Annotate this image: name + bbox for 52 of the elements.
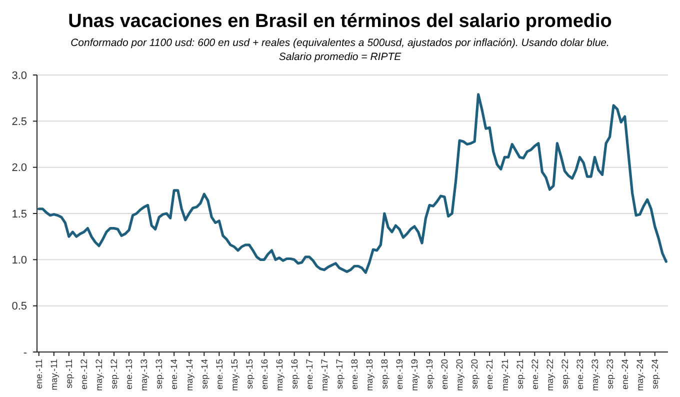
x-tick-label: may.-18 xyxy=(364,359,375,391)
x-tick-label: ene.-12 xyxy=(79,359,90,390)
x-tick-label: ene.-11 xyxy=(34,359,44,389)
x-tick-label: sep.-19 xyxy=(424,359,435,390)
x-tick-label: may.-22 xyxy=(544,359,555,391)
x-tick-label: may.-24 xyxy=(634,359,645,391)
x-tick-label: may.-20 xyxy=(454,359,465,391)
y-tick-label: 1.5 xyxy=(12,208,27,220)
x-tick-label: may.-23 xyxy=(590,359,600,391)
x-tick-label: ene.-14 xyxy=(169,359,180,390)
x-tick-label: ene.-24 xyxy=(620,359,630,390)
x-tick-label: ene.-15 xyxy=(214,359,224,390)
chart-subtitle: Conformado por 1100 usd: 600 en usd + reales (equivalentes a 500usd, ajustados por inflación). Usando dolar blue. Salario promedio = RIPTE xyxy=(70,37,610,63)
x-tick-label: ene.-21 xyxy=(484,359,495,390)
line-series xyxy=(38,93,668,274)
x-tick-label: may.-14 xyxy=(184,359,194,391)
y-tick-label: 2.0 xyxy=(12,162,27,174)
x-tick-label: sep.-16 xyxy=(289,359,300,390)
x-tick-label: ene.-23 xyxy=(574,359,585,390)
x-tick-label: ene.-17 xyxy=(304,359,314,390)
y-tick-label: 1.0 xyxy=(12,254,27,267)
x-tick-label: may.-19 xyxy=(410,359,420,391)
x-tick-label: ene.-13 xyxy=(124,359,134,390)
x-tick-label: may.-16 xyxy=(274,359,284,391)
x-tick-label: sep.-15 xyxy=(244,359,254,390)
x-tick-label: sep.-22 xyxy=(560,359,570,390)
x-tick-label: may.-13 xyxy=(139,359,150,391)
x-tick-label: ene.-18 xyxy=(350,359,360,390)
x-tick-label: may.-11 xyxy=(49,359,60,390)
x-tick-label: ene.-20 xyxy=(440,359,450,390)
x-tick-label: ene.-22 xyxy=(530,359,540,390)
x-tick-label: may.-12 xyxy=(94,359,104,391)
x-tick-label: sep.-20 xyxy=(470,359,480,390)
y-tick-label: 2.5 xyxy=(12,116,27,128)
y-tick-label: - xyxy=(23,346,28,359)
x-tick-label: sep.-24 xyxy=(650,359,660,390)
x-tick-label: may.-17 xyxy=(319,359,330,391)
x-tick-label: may.-21 xyxy=(500,359,510,391)
y-tick-label: 0.5 xyxy=(12,300,27,313)
x-tick-label: ene.-16 xyxy=(259,359,270,390)
x-tick-label: sep.-21 xyxy=(514,359,525,390)
y-tick-label: 3.0 xyxy=(12,70,27,82)
x-tick-label: ene.-19 xyxy=(394,359,405,390)
x-tick-label: may.-15 xyxy=(229,359,240,391)
x-tick-label: sep.-23 xyxy=(604,359,615,390)
x-tick-label: sep.-14 xyxy=(199,359,210,390)
x-tick-label: sep.-11 xyxy=(64,359,74,388)
x-tick-label: sep.-17 xyxy=(334,359,345,390)
x-tick-label: sep.-18 xyxy=(380,359,390,390)
x-tick-label: sep.-13 xyxy=(154,359,164,390)
x-tick-label: sep.-12 xyxy=(109,359,120,390)
chart-title: Unas vacaciones en Brasil en términos del salario promedio xyxy=(68,11,612,32)
